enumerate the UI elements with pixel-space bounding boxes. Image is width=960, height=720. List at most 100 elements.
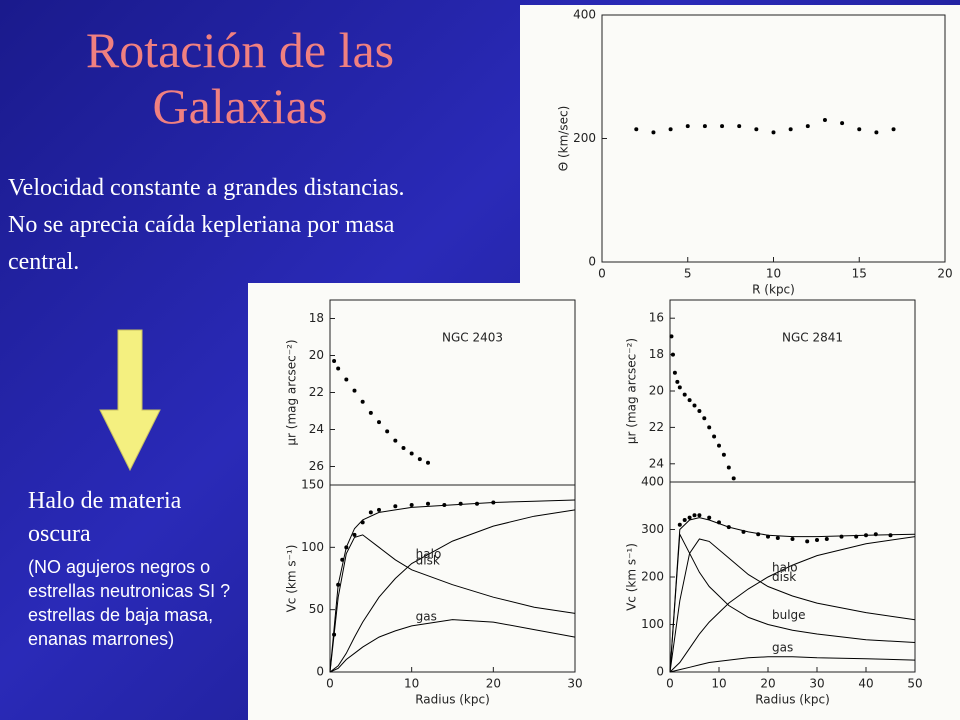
data-point [788, 127, 793, 132]
data-point [822, 117, 827, 122]
data-point [707, 425, 712, 430]
y-tick-label: 24 [309, 422, 324, 436]
y-tick-label: 0 [588, 255, 596, 269]
data-point [426, 460, 430, 465]
data-point [697, 513, 702, 518]
data-point [332, 359, 337, 364]
y-tick-label: 16 [649, 311, 664, 325]
curve [329, 509, 576, 673]
curve-label: bulge [772, 608, 806, 622]
x-tick-label: 10 [711, 677, 726, 691]
data-point [368, 510, 373, 515]
x-tick-label: 50 [907, 677, 922, 691]
data-point [634, 127, 639, 132]
data-point [692, 403, 697, 408]
y-tick-label: 400 [641, 475, 664, 489]
x-axis-label: Radius (kpc) [755, 693, 830, 707]
y-tick-label: 400 [573, 8, 596, 22]
x-tick-label: 0 [666, 677, 674, 691]
data-point [368, 410, 373, 415]
data-point [687, 398, 692, 403]
data-point [771, 130, 776, 135]
data-point [336, 366, 341, 371]
y-tick-label: 22 [649, 420, 664, 434]
data-point [873, 532, 878, 537]
data-point [385, 429, 390, 434]
data-point [344, 377, 349, 382]
y-tick-label: 26 [309, 459, 324, 473]
curve-label: gas [416, 609, 437, 623]
x-tick-label: 5 [684, 267, 692, 281]
x-tick-label: 0 [598, 267, 606, 281]
data-point [874, 130, 879, 135]
y-axis-label: Vc (km s⁻¹) [625, 543, 639, 611]
x-tick-label: 20 [937, 267, 952, 281]
y-tick-label: 200 [641, 570, 664, 584]
data-point [839, 534, 844, 539]
data-point [721, 452, 726, 457]
y-tick-label: 200 [573, 131, 596, 145]
y-tick-label: 300 [641, 522, 664, 536]
y-tick-label: 20 [649, 384, 664, 398]
data-point [668, 127, 673, 132]
y-tick-label: 20 [309, 348, 324, 362]
data-point [737, 124, 742, 129]
data-point [677, 385, 682, 390]
arrow [99, 329, 161, 472]
y-tick-label: 22 [309, 385, 324, 399]
data-point [426, 501, 430, 506]
data-point [672, 370, 677, 375]
chart-title: NGC 2403 [442, 331, 503, 345]
curve-label: disk [416, 553, 440, 567]
data-point [726, 465, 731, 470]
y-axis-label: μr (mag arcsec⁻²) [625, 338, 639, 444]
curve [669, 656, 916, 673]
data-point [651, 130, 656, 135]
curve-label: disk [772, 570, 796, 584]
data-point [685, 124, 690, 129]
y-axis-label: μr (mag arcsec⁻²) [285, 339, 299, 445]
data-point [857, 127, 862, 132]
figure-panel [602, 283, 960, 720]
x-tick-label: 20 [760, 677, 775, 691]
data-point [790, 537, 795, 541]
y-tick-label: 0 [316, 665, 324, 679]
data-point [352, 388, 357, 393]
data-point [731, 476, 736, 481]
x-tick-label: 30 [567, 677, 582, 691]
data-point [377, 420, 381, 425]
curve [669, 536, 916, 673]
data-point [712, 434, 717, 439]
body-heading: Halo de materia oscura [28, 488, 182, 547]
data-point [707, 515, 712, 520]
y-axis-label: Θ (km/sec) [557, 106, 571, 172]
data-point [360, 399, 365, 404]
curve [669, 532, 916, 673]
plot-frame [329, 484, 576, 673]
curve-label: halo [416, 547, 442, 561]
data-point [805, 124, 810, 129]
body-note: (NO agujeros negros o estrellas neutroni… [28, 557, 231, 649]
x-axis-label: Radius (kpc) [415, 693, 490, 707]
body-text: Velocidad constante a grandes distancias… [8, 175, 405, 275]
data-point [754, 127, 759, 132]
data-point [687, 515, 692, 520]
data-point [417, 457, 422, 462]
x-tick-label: 0 [326, 677, 334, 691]
data-point [720, 124, 725, 129]
data-point [677, 522, 682, 527]
data-point [702, 124, 707, 129]
data-point [840, 121, 845, 126]
figure-panel [248, 283, 602, 720]
data-point [805, 539, 810, 544]
y-tick-label: 18 [309, 311, 324, 325]
curve [329, 499, 576, 673]
data-point [692, 513, 697, 518]
chart-title: NGC 2841 [782, 331, 843, 345]
curve [669, 517, 916, 673]
curve-label: halo [772, 561, 798, 575]
data-point [669, 334, 674, 339]
data-point [393, 504, 398, 509]
data-point [697, 409, 702, 414]
